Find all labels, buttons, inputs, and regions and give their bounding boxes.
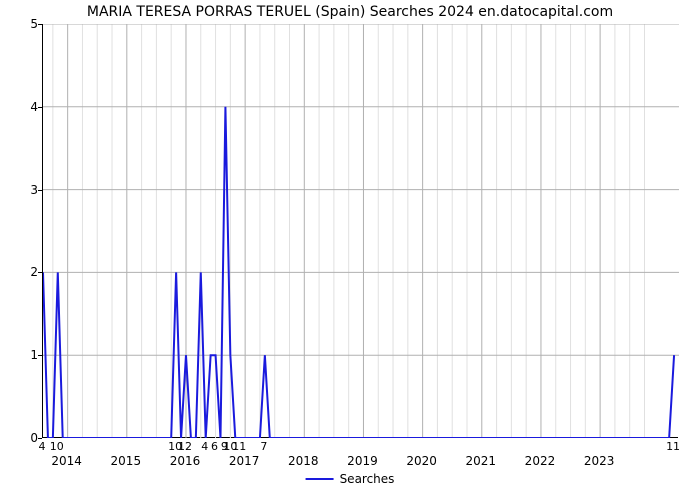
chart-title: MARIA TERESA PORRAS TERUEL (Spain) Searc… (0, 4, 700, 20)
x-value-label: 4 (39, 440, 46, 453)
x-year-label: 2023 (584, 454, 615, 468)
x-year-label: 2022 (525, 454, 556, 468)
x-year-label: 2016 (170, 454, 201, 468)
y-tick-mark (38, 107, 42, 108)
y-tick-mark (38, 355, 42, 356)
x-value-label: 12 (178, 440, 192, 453)
x-year-label: 2020 (406, 454, 437, 468)
chart-container: MARIA TERESA PORRAS TERUEL (Spain) Searc… (0, 0, 700, 500)
x-year-label: 2017 (229, 454, 260, 468)
y-tick-label: 2 (8, 265, 38, 279)
y-tick-label: 0 (8, 431, 38, 445)
y-tick-mark (38, 190, 42, 191)
y-tick-mark (38, 24, 42, 25)
y-tick-label: 1 (8, 348, 38, 362)
x-year-label: 2014 (51, 454, 82, 468)
y-tick-label: 3 (8, 183, 38, 197)
x-year-label: 2021 (466, 454, 497, 468)
legend-label: Searches (340, 472, 395, 486)
plot-area (42, 24, 678, 438)
x-value-label: 11 (666, 440, 680, 453)
x-value-label: 6 (211, 440, 218, 453)
x-value-label: 4 (201, 440, 208, 453)
x-value-label: 11 (232, 440, 246, 453)
legend-line-icon (306, 478, 334, 480)
x-value-label: 7 (260, 440, 267, 453)
x-year-label: 2015 (111, 454, 142, 468)
y-tick-mark (38, 272, 42, 273)
x-year-label: 2018 (288, 454, 319, 468)
legend: Searches (306, 472, 395, 486)
y-tick-label: 5 (8, 17, 38, 31)
y-tick-mark (38, 438, 42, 439)
x-year-label: 2019 (347, 454, 378, 468)
x-value-label: 10 (50, 440, 64, 453)
y-tick-label: 4 (8, 100, 38, 114)
plot-svg (43, 24, 679, 438)
